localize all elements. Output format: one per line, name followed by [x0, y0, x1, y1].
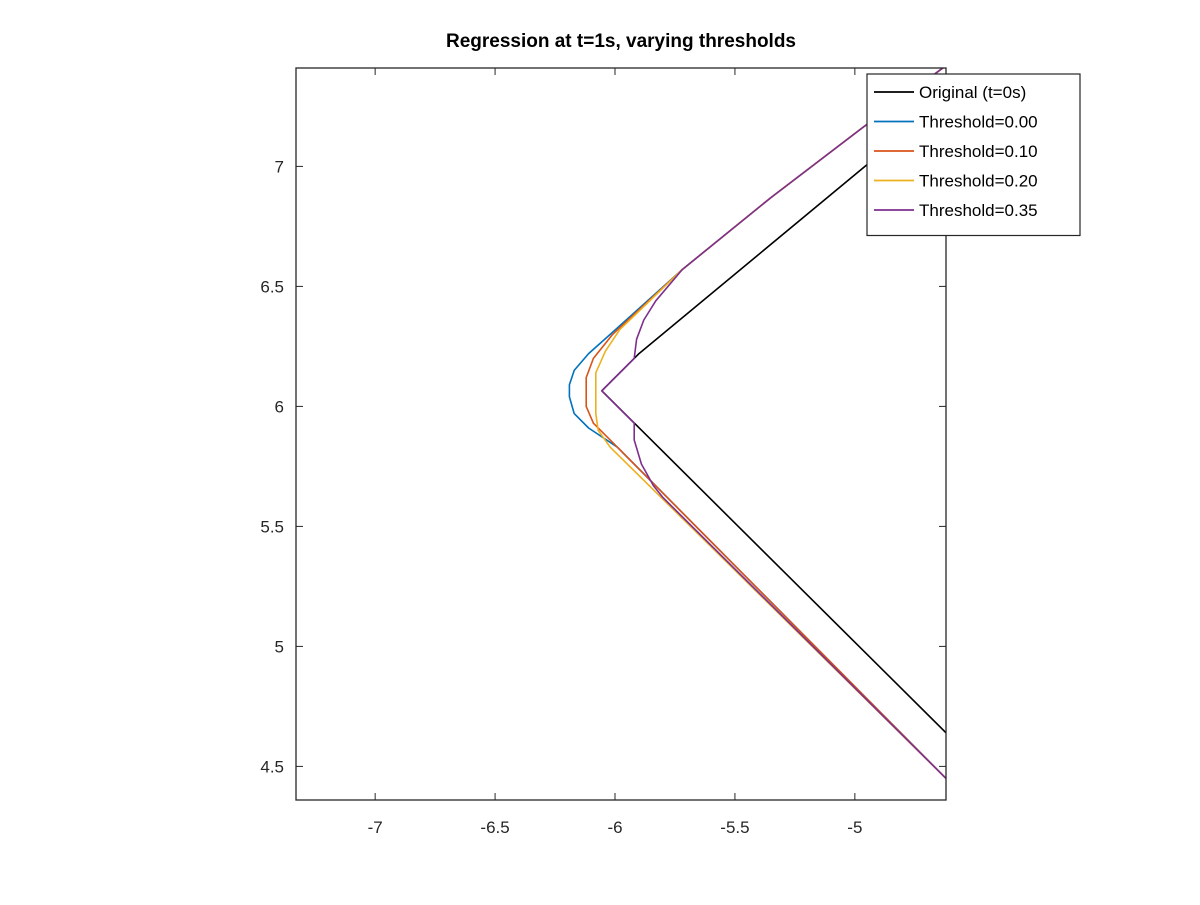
axis-ticks: -7 -6.5 -6 -5.5 -5 4.5 5 5.5 6 6.5 7	[260, 68, 946, 837]
x-tick-label: -6.5	[480, 818, 509, 837]
legend: Original (t=0s) Threshold=0.00 Threshold=0…	[866, 73, 1081, 237]
legend-label: Original (t=0s)	[919, 83, 1026, 102]
y-tick-label: 5	[275, 637, 284, 656]
legend-label: Threshold=0.20	[919, 172, 1038, 191]
legend-label: Threshold=0.00	[919, 113, 1038, 132]
x-tick-label: -7	[368, 818, 383, 837]
legend-label: Threshold=0.10	[919, 142, 1038, 161]
y-tick-label: 6.5	[260, 277, 284, 296]
legend-box	[866, 73, 1081, 237]
x-tick-label: -5.5	[720, 818, 749, 837]
y-tick-label: 7	[275, 157, 284, 176]
axes-frame	[295, 67, 947, 801]
y-tick-label: 4.5	[260, 757, 284, 776]
y-tick-label: 6	[275, 397, 284, 416]
chart-title: Regression at t=1s, varying thresholds	[446, 31, 796, 52]
x-tick-label: -5	[847, 818, 862, 837]
legend-label: Threshold=0.35	[919, 201, 1038, 220]
series-line-4	[600, 68, 946, 779]
y-tick-label: 5.5	[260, 517, 284, 536]
x-tick-label: -6	[607, 818, 622, 837]
plot-area	[296, 68, 946, 800]
